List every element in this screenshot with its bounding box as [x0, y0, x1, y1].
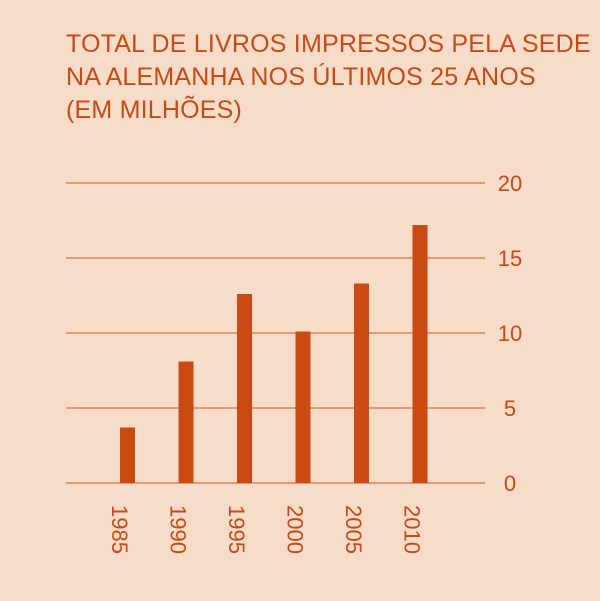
x-tick-label: 1995 — [224, 505, 249, 554]
y-axis-ticks: 0 5 10 15 20 — [498, 171, 522, 496]
y-tick-label: 0 — [504, 471, 516, 496]
x-tick-label: 1990 — [166, 505, 191, 554]
bars — [120, 225, 428, 483]
bar-1990 — [178, 361, 194, 483]
bar-1995 — [237, 294, 252, 483]
bar-2010 — [412, 225, 428, 483]
y-tick-label: 10 — [498, 321, 522, 346]
bar-2000 — [295, 331, 311, 483]
y-tick-label: 15 — [498, 246, 522, 271]
chart-title-line-2: NA ALEMANHA NOS ÚLTIMOS 25 ANOS — [66, 63, 536, 91]
x-tick-label: 1985 — [107, 505, 132, 554]
x-axis-ticks: 1985 1990 1995 2000 2005 2010 — [107, 505, 425, 554]
y-tick-label: 20 — [498, 171, 522, 196]
x-tick-label: 2005 — [341, 505, 366, 554]
y-tick-label: 5 — [504, 396, 516, 421]
bar-2005 — [354, 283, 369, 483]
chart-title-line-3: (EM MILHÕES) — [66, 96, 243, 124]
x-tick-label: 2000 — [283, 505, 308, 554]
bar-1985 — [120, 427, 135, 483]
chart-title: TOTAL DE LIVROS IMPRESSOS PELA SEDE NA A… — [66, 28, 591, 127]
x-tick-label: 2010 — [400, 505, 425, 554]
chart-title-line-1: TOTAL DE LIVROS IMPRESSOS PELA SEDE — [66, 30, 591, 58]
